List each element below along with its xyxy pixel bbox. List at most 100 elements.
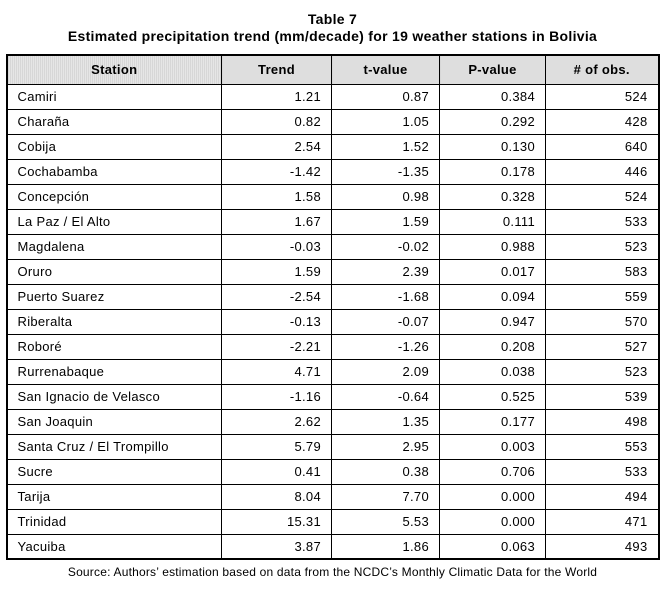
value-cell: 0.208	[439, 333, 546, 360]
table-row: Tarija 8.04 7.70 0.000 494	[6, 483, 659, 510]
station-cell: Charaña	[6, 108, 222, 135]
station-cell: Oruro	[6, 258, 222, 285]
value-cell: -0.02	[331, 233, 440, 260]
value-cell: 0.038	[439, 358, 546, 385]
value-cell: 4.71	[221, 358, 332, 385]
value-cell: 533	[545, 208, 659, 235]
value-cell: 446	[545, 158, 659, 185]
value-cell: -1.35	[331, 158, 440, 185]
table-caption: Estimated precipitation trend (mm/decade…	[67, 28, 598, 44]
value-cell: -0.03	[221, 233, 332, 260]
table-row: San Ignacio de Velasco -1.16 -0.64 0.525 539	[6, 383, 659, 410]
value-cell: 0.003	[439, 433, 546, 460]
value-cell: 0.177	[439, 408, 546, 435]
station-cell: Cochabamba	[6, 158, 222, 185]
column-header: P-value	[439, 54, 546, 85]
station-cell: Sucre	[6, 458, 222, 485]
value-cell: 0.292	[439, 108, 546, 135]
station-cell: Roboré	[6, 333, 222, 360]
column-header: Trend	[221, 54, 332, 85]
value-cell: 523	[545, 358, 659, 385]
table-row: Concepción 1.58 0.98 0.328 524	[6, 183, 659, 210]
value-cell: -1.42	[221, 158, 332, 185]
value-cell: 0.017	[439, 258, 546, 285]
value-cell: 0.094	[439, 283, 546, 310]
value-cell: 1.58	[221, 183, 332, 210]
source-note: Source: Authors’ estimation based on dat…	[67, 565, 598, 579]
value-cell: 8.04	[221, 483, 332, 510]
value-cell: 15.31	[221, 508, 332, 535]
table-row: Santa Cruz / El Trompillo 5.79 2.95 0.003 55…	[6, 433, 659, 460]
value-cell: 0.706	[439, 458, 546, 485]
table-row: La Paz / El Alto 1.67 1.59 0.111 533	[6, 208, 659, 235]
value-cell: 1.86	[331, 533, 440, 560]
table-row: Camiri 1.21 0.87 0.384 524	[6, 83, 659, 110]
value-cell: 0.525	[439, 383, 546, 410]
value-cell: 0.384	[439, 83, 546, 110]
value-cell: 1.52	[331, 133, 440, 160]
value-cell: 539	[545, 383, 659, 410]
value-cell: 2.54	[221, 133, 332, 160]
value-cell: 1.67	[221, 208, 332, 235]
header-row: Station Trend t-value P-value # of obs.	[6, 54, 659, 85]
table-row: San Joaquin 2.62 1.35 0.177 498	[6, 408, 659, 435]
value-cell: 527	[545, 333, 659, 360]
station-cell: Tarija	[6, 483, 222, 510]
value-cell: 0.41	[221, 458, 332, 485]
table-row: Cobija 2.54 1.52 0.130 640	[6, 133, 659, 160]
value-cell: 0.000	[439, 483, 546, 510]
value-cell: -1.26	[331, 333, 440, 360]
station-cell: Yacuiba	[6, 533, 222, 560]
station-cell: San Ignacio de Velasco	[6, 383, 222, 410]
value-cell: 559	[545, 283, 659, 310]
column-header: t-value	[331, 54, 440, 85]
value-cell: 2.39	[331, 258, 440, 285]
station-cell: Riberalta	[6, 308, 222, 335]
table-row: Cochabamba -1.42 -1.35 0.178 446	[6, 158, 659, 185]
value-cell: 570	[545, 308, 659, 335]
value-cell: 583	[545, 258, 659, 285]
table-row: Charaña 0.82 1.05 0.292 428	[6, 108, 659, 135]
value-cell: 0.947	[439, 308, 546, 335]
value-cell: 7.70	[331, 483, 440, 510]
value-cell: 428	[545, 108, 659, 135]
table-header: Station Trend t-value P-value # of obs.	[6, 54, 659, 85]
value-cell: 2.62	[221, 408, 332, 435]
station-cell: La Paz / El Alto	[6, 208, 222, 235]
value-cell: 494	[545, 483, 659, 510]
station-cell: San Joaquin	[6, 408, 222, 435]
value-cell: 1.59	[331, 208, 440, 235]
value-cell: -0.13	[221, 308, 332, 335]
station-cell: Concepción	[6, 183, 222, 210]
value-cell: -0.64	[331, 383, 440, 410]
value-cell: 0.111	[439, 208, 546, 235]
value-cell: 5.53	[331, 508, 440, 535]
value-cell: 0.063	[439, 533, 546, 560]
table-row: Oruro 1.59 2.39 0.017 583	[6, 258, 659, 285]
value-cell: 0.000	[439, 508, 546, 535]
value-cell: 640	[545, 133, 659, 160]
value-cell: 2.09	[331, 358, 440, 385]
station-cell: Rurrenabaque	[6, 358, 222, 385]
station-cell: Magdalena	[6, 233, 222, 260]
value-cell: 524	[545, 83, 659, 110]
value-cell: 3.87	[221, 533, 332, 560]
value-cell: 5.79	[221, 433, 332, 460]
table-body: Camiri 1.21 0.87 0.384 524 Charaña 0.82 1.05 0.2…	[6, 83, 659, 560]
value-cell: 0.98	[331, 183, 440, 210]
table-row: Magdalena -0.03 -0.02 0.988 523	[6, 233, 659, 260]
value-cell: 524	[545, 183, 659, 210]
station-cell: Puerto Suarez	[6, 283, 222, 310]
value-cell: 0.38	[331, 458, 440, 485]
value-cell: 0.130	[439, 133, 546, 160]
value-cell: 1.35	[331, 408, 440, 435]
column-header: Station	[6, 54, 222, 85]
table-row: Riberalta -0.13 -0.07 0.947 570	[6, 308, 659, 335]
table-row: Puerto Suarez -2.54 -1.68 0.094 559	[6, 283, 659, 310]
value-cell: 0.178	[439, 158, 546, 185]
value-cell: 471	[545, 508, 659, 535]
station-cell: Camiri	[6, 83, 222, 110]
value-cell: 523	[545, 233, 659, 260]
value-cell: 1.59	[221, 258, 332, 285]
